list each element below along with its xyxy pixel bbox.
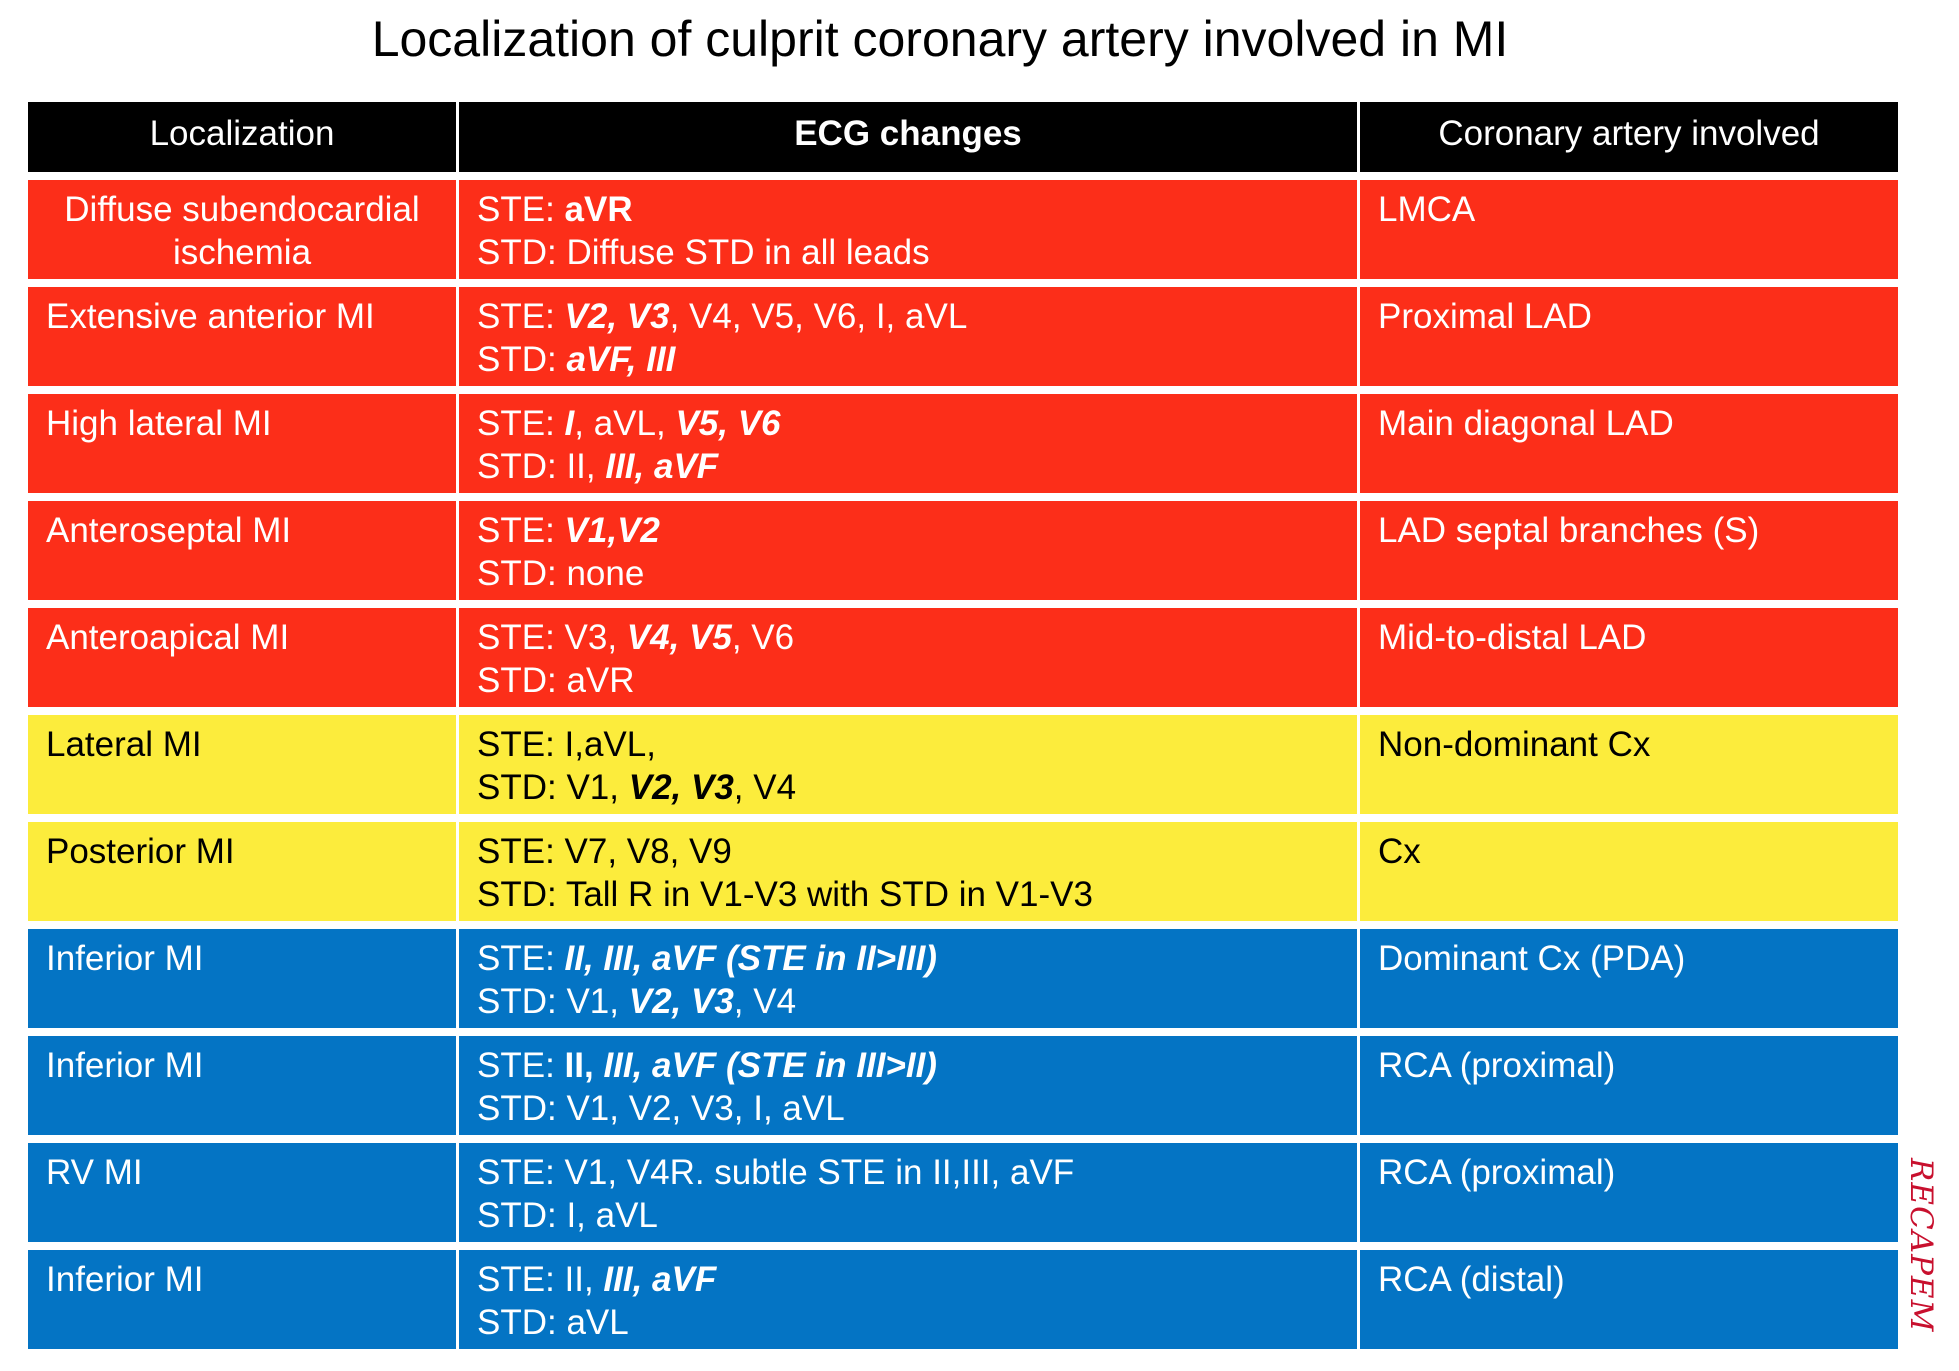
ste-line: STE: II, III, aVF (STE in II>III) (477, 939, 937, 978)
coronary-artery-cell: RCA (proximal) (1360, 1036, 1898, 1135)
std-line: STD: aVR (477, 661, 635, 700)
watermark: RECAPEM (1903, 1158, 1939, 1333)
std-line: STD: aVF, III (477, 340, 676, 379)
ste-line: STE: I, aVL, V5, V6 (477, 404, 781, 443)
ste-line: STE: V7, V8, V9 (477, 832, 732, 871)
std-line: STD: V1, V2, V3, V4 (477, 982, 797, 1021)
coronary-artery-cell: Dominant Cx (PDA) (1360, 929, 1898, 1028)
coronary-artery-cell: RCA (proximal) (1360, 1143, 1898, 1242)
ecg-changes-cell: STE: II, III, aVF (STE in III>II) STD: V1… (459, 1036, 1360, 1135)
std-line: STD: I, aVL (477, 1196, 658, 1235)
ste-line: STE: II, III, aVF (477, 1260, 717, 1299)
localization-cell: Anteroseptal MI (28, 501, 459, 600)
ecg-changes-cell: STE: II, III, aVF STD: aVL (459, 1250, 1360, 1349)
ste-line: STE: V1, V4R. subtle STE in II,III, aVF (477, 1153, 1075, 1192)
header-ecg-changes: ECG changes (459, 102, 1360, 172)
localization-cell: Extensive anterior MI (28, 287, 459, 386)
coronary-artery-cell: Mid-to-distal LAD (1360, 608, 1898, 707)
std-line: STD: Diffuse STD in all leads (477, 233, 930, 272)
header-localization: Localization (28, 102, 459, 172)
localization-line: ischemia (172, 233, 312, 272)
localization-cell: High lateral MI (28, 394, 459, 493)
localization-cell: RV MI (28, 1143, 459, 1242)
std-line: STD: V1, V2, V3, V4 (477, 768, 797, 807)
ste-line: STE: V3, V4, V5, V6 (477, 618, 795, 657)
ecg-changes-cell: STE: V3, V4, V5, V6 STD: aVR (459, 608, 1360, 707)
coronary-artery-cell: RCA (distal) (1360, 1250, 1898, 1349)
localization-cell: Inferior MI (28, 1036, 459, 1135)
std-line: STD: II, III, aVF (477, 447, 719, 486)
coronary-artery-cell: LAD septal branches (S) (1360, 501, 1898, 600)
ecg-changes-cell: STE: V2, V3, V4, V5, V6, I, aVL STD: aVF,… (459, 287, 1360, 386)
coronary-artery-cell: Proximal LAD (1360, 287, 1898, 386)
std-line: STD: V1, V2, V3, I, aVL (477, 1089, 845, 1128)
page-title: Localization of culprit coronary artery … (371, 11, 1509, 67)
mi-localization-table: Localization ECG changes Coronary artery… (28, 102, 1898, 1349)
coronary-artery-cell: Non-dominant Cx (1360, 715, 1898, 814)
localization-cell: Posterior MI (28, 822, 459, 921)
localization-line: Diffuse subendocardial (64, 190, 420, 229)
ste-line: STE: V1,V2 (477, 511, 660, 550)
ecg-changes-cell: STE: II, III, aVF (STE in II>III) STD: V1… (459, 929, 1360, 1028)
ecg-changes-cell: STE: V1, V4R. subtle STE in II,III, aVF S… (459, 1143, 1360, 1242)
localization-cell: Lateral MI (28, 715, 459, 814)
std-line: STD: aVL (477, 1303, 629, 1342)
header-coronary-artery: Coronary artery involved (1360, 102, 1898, 172)
ste-line: STE: aVR (477, 190, 633, 229)
std-line: STD: Tall R in V1-V3 with STD in V1-V3 (477, 875, 1093, 914)
localization-cell: Anteroapical MI (28, 608, 459, 707)
ste-line: STE: I,aVL, (477, 725, 656, 764)
std-line: STD: none (477, 554, 645, 593)
ecg-changes-cell: STE: V7, V8, V9 STD: Tall R in V1-V3 with… (459, 822, 1360, 921)
coronary-artery-cell: Main diagonal LAD (1360, 394, 1898, 493)
coronary-artery-cell: LMCA (1360, 180, 1898, 279)
ste-line: STE: V2, V3, V4, V5, V6, I, aVL (477, 297, 968, 336)
ecg-changes-cell: STE: I,aVL, STD: V1, V2, V3, V4 (459, 715, 1360, 814)
ecg-changes-cell: STE: V1,V2 STD: none (459, 501, 1360, 600)
localization-cell: Inferior MI (28, 929, 459, 1028)
ecg-changes-cell: STE: I, aVL, V5, V6 STD: II, III, aVF (459, 394, 1360, 493)
ecg-changes-cell: STE: aVR STD: Diffuse STD in all leads (459, 180, 1360, 279)
ste-line: STE: II, III, aVF (STE in III>II) (477, 1046, 937, 1085)
localization-cell: Diffuse subendocardial ischemia (28, 180, 459, 279)
coronary-artery-cell: Cx (1360, 822, 1898, 921)
localization-cell: Inferior MI (28, 1250, 459, 1349)
